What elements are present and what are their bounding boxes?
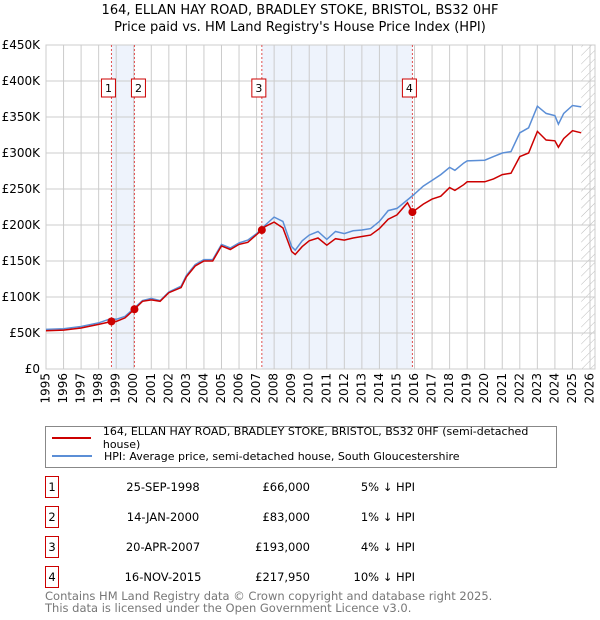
transaction-number: 2 bbox=[45, 506, 59, 528]
x-tick-label: 2006 bbox=[232, 373, 246, 404]
y-tick-label: £300K bbox=[2, 146, 42, 160]
x-tick-label: 2022 bbox=[512, 373, 526, 404]
transaction-number: 1 bbox=[45, 476, 59, 498]
y-tick-label: £350K bbox=[2, 110, 42, 124]
x-tick-label: 1995 bbox=[39, 373, 53, 404]
transaction-row: 1 25-SEP-1998 £66,000 5% ↓ HPI bbox=[45, 476, 565, 498]
x-tick-label: 2023 bbox=[530, 373, 544, 404]
x-tick-label: 2000 bbox=[126, 373, 140, 404]
transaction-number: 4 bbox=[45, 566, 59, 588]
sale-label-box bbox=[251, 78, 267, 98]
forecast-hatch bbox=[581, 45, 595, 369]
legend-swatch-red bbox=[52, 437, 91, 439]
x-tick-label: 2025 bbox=[565, 373, 579, 404]
shaded-range bbox=[261, 45, 413, 369]
x-tick-label: 2015 bbox=[389, 373, 403, 404]
y-tick-label: £200K bbox=[2, 218, 42, 232]
y-tick-label: £0 bbox=[25, 362, 40, 376]
y-tick-label: £400K bbox=[2, 74, 42, 88]
x-tick-label: 2019 bbox=[460, 373, 474, 404]
transaction-date: 20-APR-2007 bbox=[125, 540, 201, 554]
transaction-row: 4 16-NOV-2015 £217,950 10% ↓ HPI bbox=[45, 566, 565, 588]
x-tick-label: 2004 bbox=[196, 373, 210, 404]
x-tick-label: 2005 bbox=[214, 373, 228, 404]
x-tick-label: 2013 bbox=[354, 373, 368, 404]
x-tick-label: 2018 bbox=[442, 373, 456, 404]
sale-point bbox=[257, 226, 266, 235]
x-tick-label: 2024 bbox=[547, 373, 561, 404]
x-tick-label: 2011 bbox=[319, 373, 333, 404]
x-tick-label: 2003 bbox=[179, 373, 193, 404]
transaction-price: £66,000 bbox=[262, 480, 310, 494]
legend: 164, ELLAN HAY ROAD, BRADLEY STOKE, BRIS… bbox=[45, 425, 557, 468]
transaction-date: 16-NOV-2015 bbox=[124, 570, 202, 584]
x-tick-label: 2021 bbox=[495, 373, 509, 404]
transaction-price: £83,000 bbox=[262, 510, 310, 524]
transaction-date: 14-JAN-2000 bbox=[126, 510, 200, 524]
y-tick-label: £50K bbox=[9, 326, 41, 340]
legend-label: 164, ELLAN HAY ROAD, BRADLEY STOKE, BRIS… bbox=[102, 425, 529, 451]
sale-label: 4 bbox=[406, 82, 413, 95]
chart-title: 164, ELLAN HAY ROAD, BRADLEY STOKE, BRIS… bbox=[101, 3, 499, 18]
sale-label-box bbox=[401, 78, 417, 98]
x-tick-label: 2017 bbox=[425, 373, 439, 404]
sale-label: 2 bbox=[135, 82, 142, 95]
transaction-price: £217,950 bbox=[255, 570, 310, 584]
x-tick-label: 2002 bbox=[161, 373, 175, 404]
y-tick-label: £100K bbox=[2, 290, 42, 304]
price-chart: 1995 1996 1997 1998 1999 2000 2001 2002 2003 2004… bbox=[2, 38, 597, 404]
x-tick-label: 2007 bbox=[249, 373, 263, 404]
sale-label-box bbox=[100, 78, 116, 98]
x-tick-label: 2009 bbox=[284, 373, 298, 404]
sale-point bbox=[408, 208, 417, 217]
x-tick-label: 2026 bbox=[583, 373, 597, 404]
footer-line: Contains HM Land Registry data © Crown c… bbox=[45, 589, 493, 603]
x-tick-label: 2020 bbox=[477, 373, 491, 404]
sale-label-box bbox=[130, 78, 146, 98]
plot-frame bbox=[45, 44, 596, 370]
legend-label: HPI: Average price, semi-detached house,… bbox=[104, 449, 460, 463]
transaction-hpi-diff: 5% ↓ HPI bbox=[360, 480, 415, 494]
legend-item-property: 164, ELLAN HAY ROAD, BRADLEY STOKE, BRIS… bbox=[52, 425, 556, 451]
transaction-hpi-diff: 1% ↓ HPI bbox=[360, 510, 415, 524]
footer-line: This data is licensed under the Open Gov… bbox=[45, 601, 412, 615]
transaction-number: 3 bbox=[45, 536, 59, 558]
y-tick-label: £450K bbox=[2, 38, 42, 52]
sale-point bbox=[107, 317, 116, 326]
sale-point bbox=[130, 305, 139, 314]
transaction-hpi-diff: 10% ↓ HPI bbox=[353, 570, 415, 584]
legend-swatch-blue bbox=[52, 455, 92, 457]
x-tick-label: 2010 bbox=[302, 373, 316, 404]
shaded-range bbox=[111, 45, 135, 369]
y-tick-label: £250K bbox=[2, 182, 42, 196]
x-tick-label: 2001 bbox=[144, 373, 158, 404]
transaction-hpi-diff: 4% ↓ HPI bbox=[360, 540, 415, 554]
transaction-row: 3 20-APR-2007 £193,000 4% ↓ HPI bbox=[45, 536, 565, 558]
legend-item-hpi: HPI: Average price, semi-detached house,… bbox=[52, 448, 460, 464]
hpi-line bbox=[45, 104, 582, 331]
property-price-line bbox=[45, 129, 582, 332]
footer: Contains HM Land Registry data © Crown c… bbox=[45, 590, 492, 614]
x-tick-label: 1999 bbox=[109, 373, 123, 404]
transaction-price: £193,000 bbox=[255, 540, 310, 554]
y-tick-label: £150K bbox=[2, 254, 42, 268]
transaction-date: 25-SEP-1998 bbox=[126, 480, 200, 494]
x-tick-label: 2008 bbox=[267, 373, 281, 404]
x-tick-label: 2012 bbox=[337, 373, 351, 404]
sale-label: 3 bbox=[255, 82, 262, 95]
x-tick-label: 1996 bbox=[56, 373, 70, 404]
x-tick-label: 1998 bbox=[91, 373, 105, 404]
transaction-row: 2 14-JAN-2000 £83,000 1% ↓ HPI bbox=[45, 506, 565, 528]
x-tick-label: 2016 bbox=[407, 373, 421, 404]
x-tick-label: 1997 bbox=[74, 373, 88, 404]
sale-label: 1 bbox=[105, 82, 112, 95]
x-tick-label: 2014 bbox=[372, 373, 386, 404]
chart-subtitle: Price paid vs. HM Land Registry's House … bbox=[114, 20, 486, 35]
